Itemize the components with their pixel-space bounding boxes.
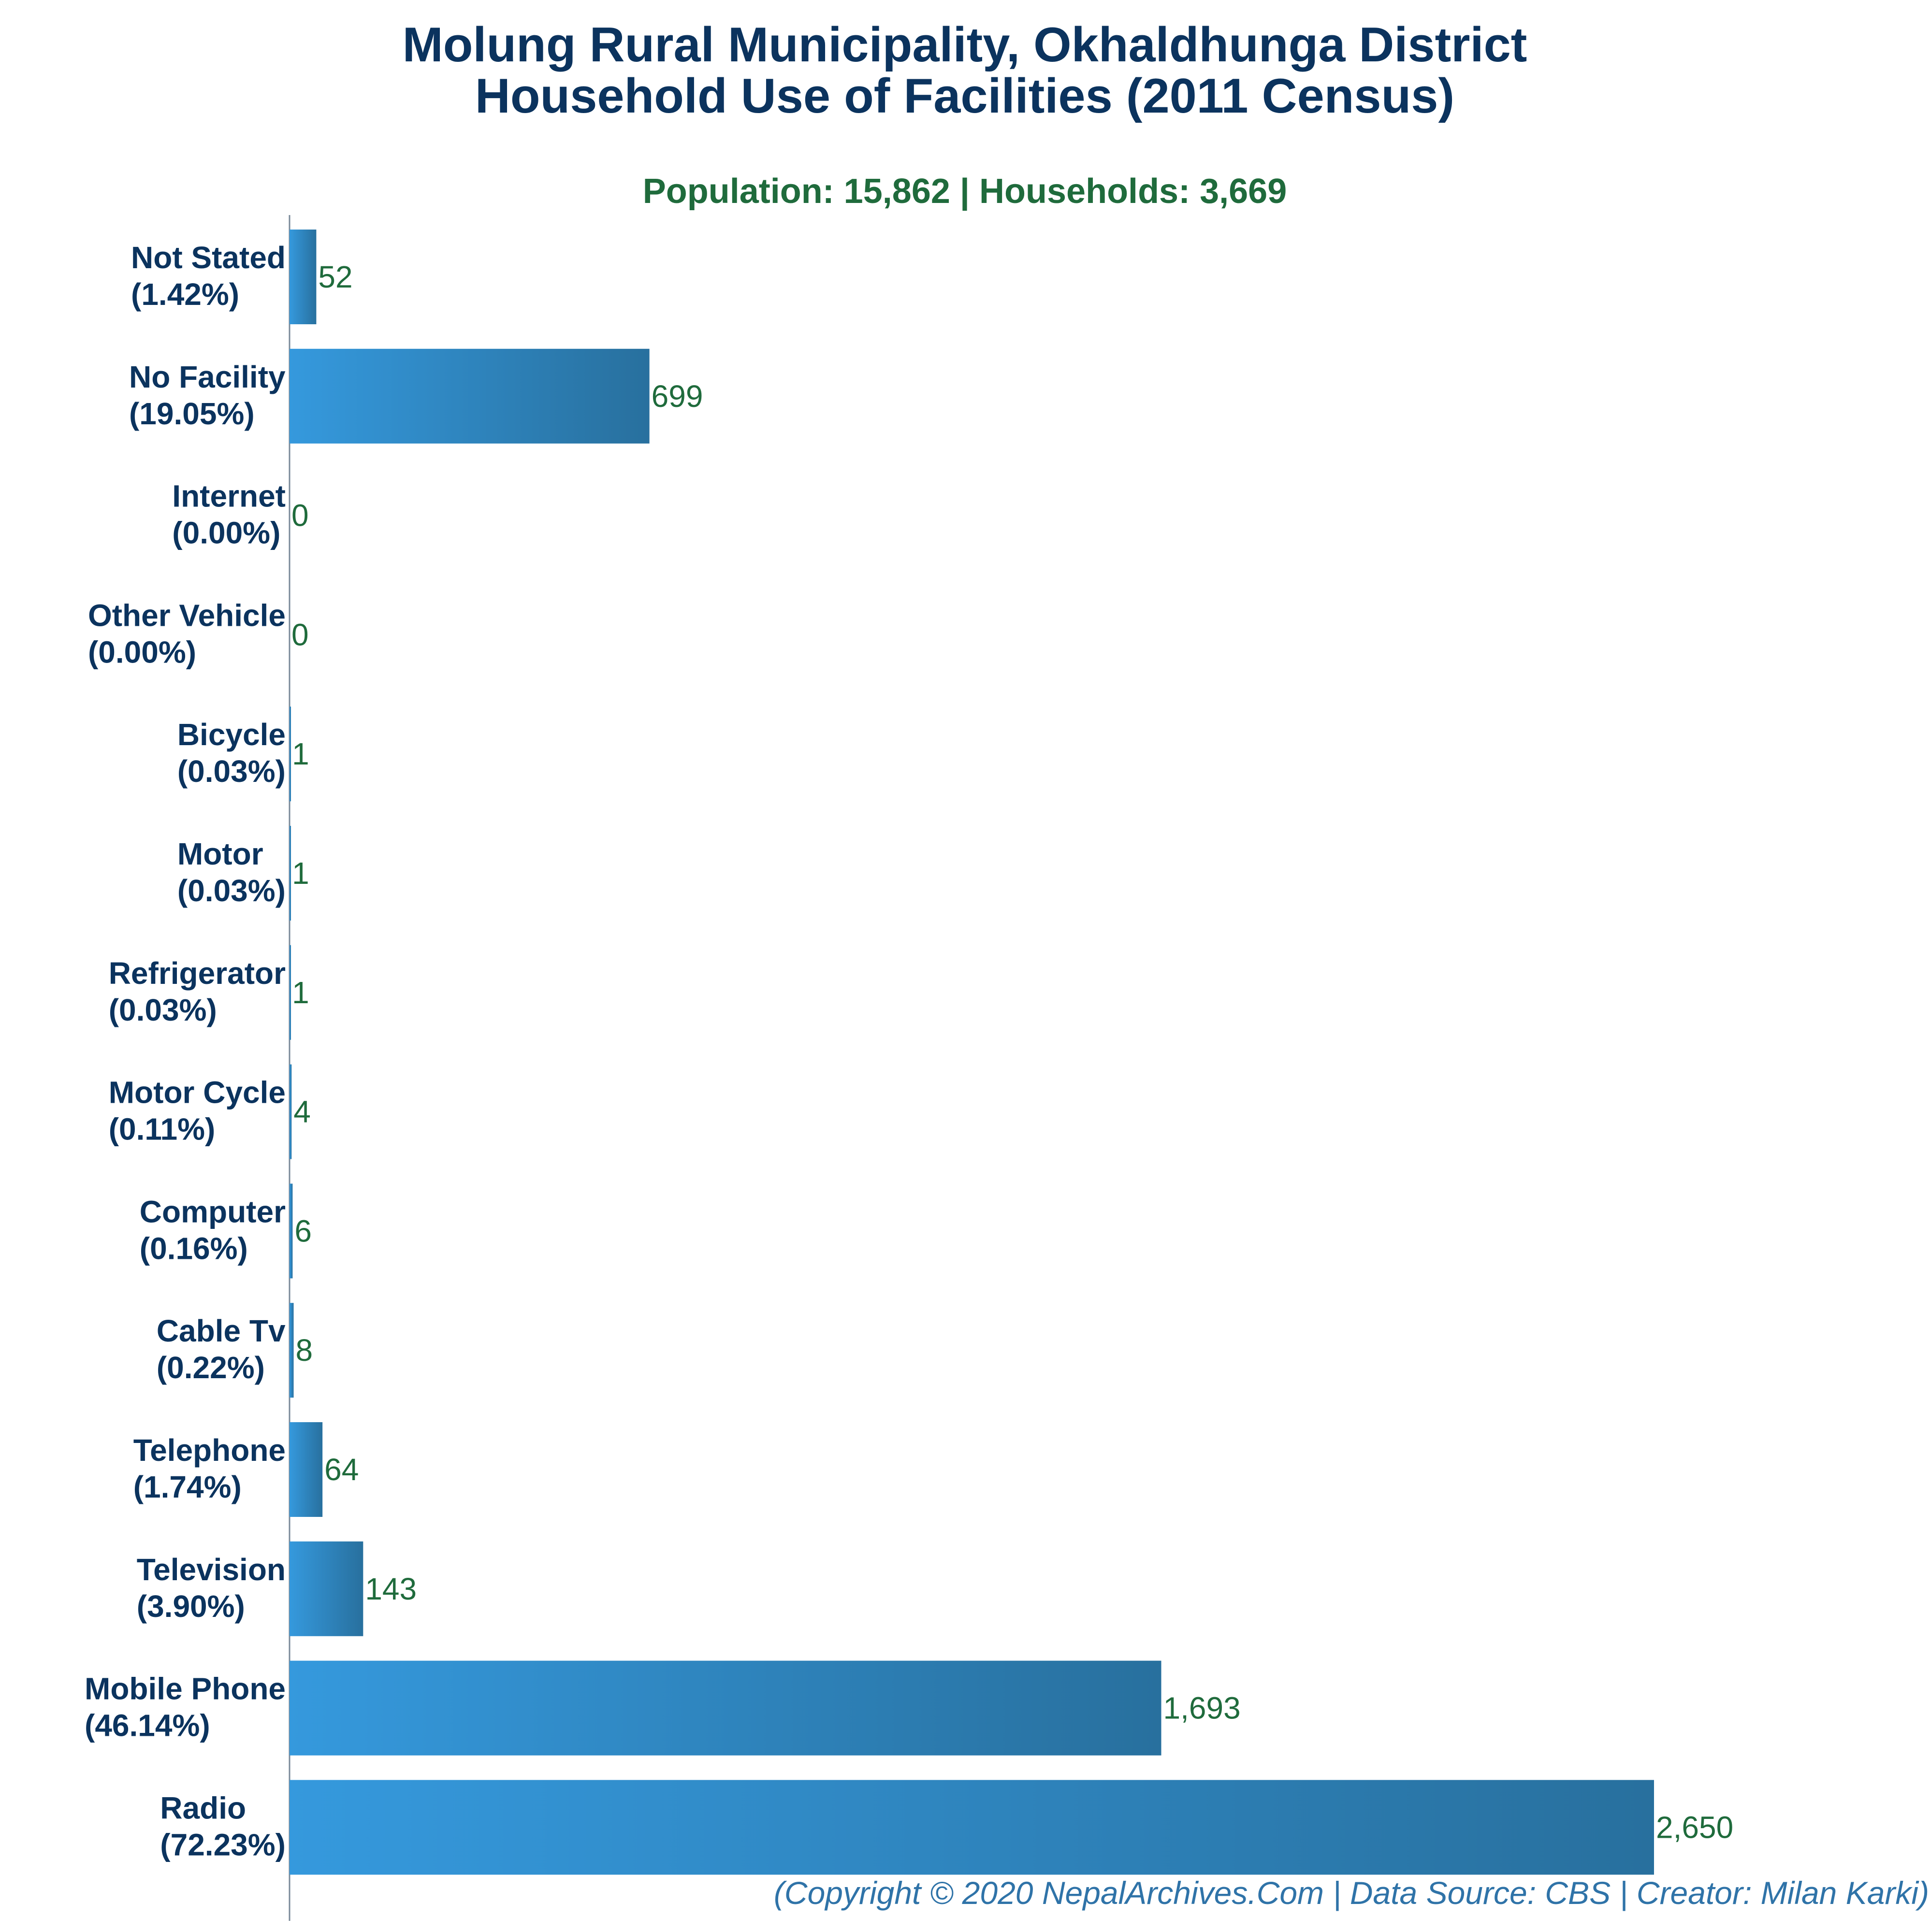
bar (290, 1064, 292, 1159)
bar (290, 826, 291, 921)
bar-value-label: 1 (292, 736, 309, 771)
category-label: Refrigerator (0.03%) (109, 956, 286, 1027)
category-label: Telephone (1.74%) (133, 1433, 286, 1504)
bar (290, 348, 650, 444)
bar (290, 1183, 293, 1279)
bar (290, 945, 291, 1040)
bar (290, 1422, 323, 1517)
category-label: Computer (0.16%) (140, 1194, 286, 1266)
bar-value-label: 4 (293, 1095, 311, 1129)
bar (290, 1541, 363, 1636)
category-label: Not Stated (1.42%) (131, 240, 286, 312)
category-label: Bicycle (0.03%) (177, 717, 286, 789)
bar-value-label: 1 (292, 856, 309, 891)
category-label: Mobile Phone (46.14%) (85, 1672, 286, 1743)
bar-value-label: 0 (291, 498, 309, 533)
bar (290, 1303, 294, 1398)
bar-value-label: 1 (292, 975, 309, 1010)
chart-title-line-2: Household Use of Facilities (2011 Census… (475, 69, 1454, 123)
bar (290, 706, 291, 802)
bar (290, 1780, 1654, 1875)
bar-value-label: 6 (294, 1213, 312, 1248)
bar (290, 1660, 1161, 1756)
category-label: Television (3.90%) (137, 1552, 286, 1624)
bar-value-label: 2,650 (1656, 1810, 1733, 1845)
category-label: Radio (72.23%) (160, 1790, 286, 1862)
category-label: No Facility (19.05%) (129, 360, 286, 431)
bar-value-label: 699 (652, 379, 703, 414)
category-label: Motor (0.03%) (177, 836, 286, 908)
category-label: Motor Cycle (0.11%) (109, 1075, 286, 1147)
bar-value-label: 8 (296, 1333, 313, 1368)
category-label: Cable Tv (0.22%) (157, 1313, 286, 1385)
footer-credit: (Copyright © 2020 NepalArchives.Com | Da… (774, 1875, 1929, 1912)
bar (290, 230, 317, 324)
chart-subtitle: Population: 15,862 | Households: 3,669 (643, 172, 1287, 211)
bar-group: 52 Not Stated (1.42%) 699 No Facility (19.05%… (85, 230, 1733, 1875)
chart-title-line-1: Molung Rural Municipality, Okhaldhunga D… (403, 18, 1527, 72)
category-label: Internet (0.00%) (172, 479, 286, 550)
bar-value-label: 1,693 (1163, 1691, 1241, 1726)
bar-value-label: 143 (365, 1572, 417, 1606)
category-label: Other Vehicle (0.00%) (88, 598, 286, 669)
bar-value-label: 64 (324, 1452, 359, 1487)
bar-value-label: 52 (318, 260, 352, 294)
bar-value-label: 0 (291, 617, 309, 652)
